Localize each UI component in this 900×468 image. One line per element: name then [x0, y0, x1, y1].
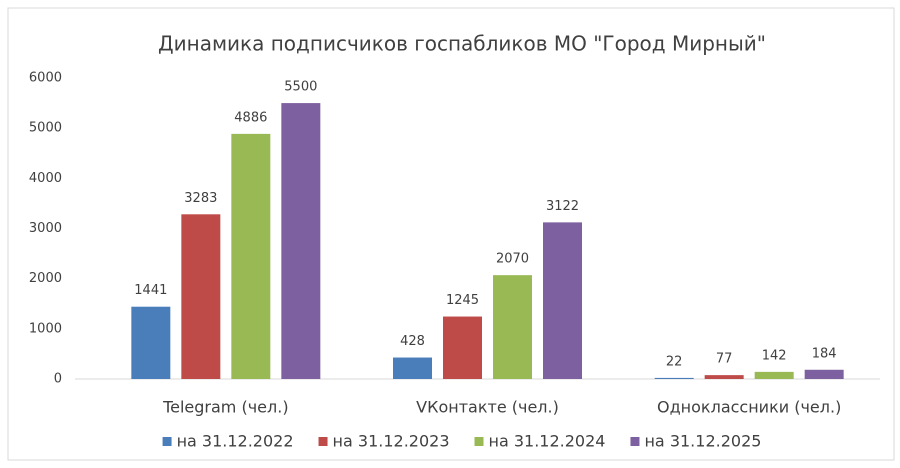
chart-title: Динамика подписчиков госпабликов МО "Гор… — [158, 32, 766, 56]
legend-swatch — [162, 437, 172, 446]
x-tick-label: Telegram (чел.) — [162, 398, 289, 417]
bar — [493, 275, 532, 379]
data-label: 1245 — [446, 293, 479, 308]
y-tick-label: 6000 — [29, 71, 62, 86]
data-label: 428 — [400, 334, 425, 349]
x-tick-label: VКонтакте (чел.) — [416, 398, 559, 417]
data-label: 142 — [762, 348, 787, 363]
bar — [393, 357, 432, 379]
bar — [754, 371, 794, 379]
y-tick-label: 1000 — [29, 321, 62, 336]
legend-swatch — [318, 437, 328, 446]
data-label: 5500 — [284, 80, 317, 95]
data-label: 4886 — [234, 110, 267, 125]
legend-label: на 31.12.2022 — [177, 432, 294, 451]
bar — [804, 369, 844, 379]
bar — [281, 103, 321, 379]
data-label: 2070 — [496, 252, 529, 267]
legend-label: на 31.12.2023 — [333, 432, 450, 451]
y-tick-label: 2000 — [29, 271, 62, 286]
data-label: 3283 — [184, 191, 217, 206]
y-tick-label: 0 — [54, 372, 62, 387]
bar — [443, 316, 482, 379]
data-label: 3122 — [546, 199, 579, 214]
bar — [543, 222, 582, 379]
bar — [654, 377, 694, 379]
y-tick-label: 4000 — [29, 171, 62, 186]
bar — [181, 214, 221, 379]
data-label: 1441 — [134, 283, 167, 298]
bar — [131, 306, 171, 379]
x-tick-label: Одноклассники (чел.) — [657, 398, 841, 417]
bar — [704, 375, 744, 379]
legend-swatch — [630, 437, 640, 446]
data-label: 77 — [716, 352, 733, 367]
chart-frame — [7, 7, 895, 461]
legend-swatch — [474, 437, 484, 446]
y-tick-label: 3000 — [29, 221, 62, 236]
data-label: 184 — [812, 346, 837, 361]
y-tick-label: 5000 — [29, 121, 62, 136]
legend-label: на 31.12.2025 — [644, 432, 761, 451]
bar — [231, 133, 271, 379]
data-label: 22 — [666, 354, 683, 369]
legend-label: на 31.12.2024 — [489, 432, 606, 451]
